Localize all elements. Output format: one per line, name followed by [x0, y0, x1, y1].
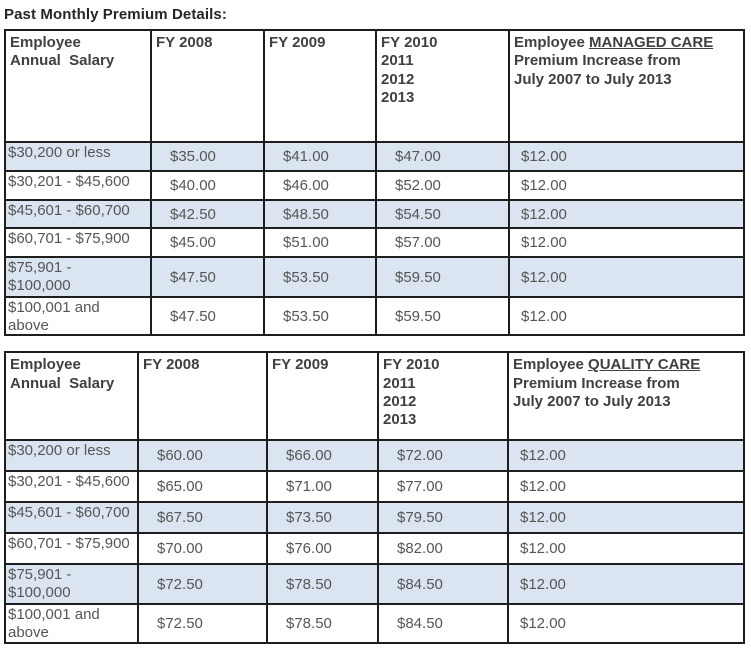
salary-column-header: Employee Annual Salary [4, 29, 152, 143]
fy2009-value-cell: $46.00 [263, 170, 377, 201]
fy2009-value-cell: $48.50 [263, 199, 377, 229]
table-row: $60,701 - $75,900 $45.00 $51.00 $57.00 $… [4, 227, 745, 258]
plan-prefix: Employee [513, 356, 589, 374]
fy2010-2013-value-cell: $79.50 [377, 501, 509, 535]
fy2010-2013-value-cell: $84.50 [377, 563, 509, 606]
fy2009-value-cell: $66.00 [266, 439, 379, 473]
salary-range-cell: $30,200 or less [4, 141, 152, 172]
fy2010-2013-value-cell: $52.00 [375, 170, 510, 201]
quality-care-increase-column-header: Employee QUALITY CARE Premium Increase f… [507, 351, 745, 442]
fy2008-value-cell: $35.00 [150, 141, 265, 172]
table-header-row: Employee Annual Salary FY 2008 FY 2009 F… [4, 29, 745, 143]
table-row: $45,601 - $60,700 $67.50 $73.50 $79.50 $… [4, 501, 745, 535]
increase-value-cell: $12.00 [507, 603, 745, 644]
table-row: $30,201 - $45,600 $40.00 $46.00 $52.00 $… [4, 170, 745, 201]
salary-range-cell: $60,701 - $75,900 [4, 532, 139, 566]
fy2010-2013-value-cell: $72.00 [377, 439, 509, 473]
fy2009-value-cell: $53.50 [263, 256, 377, 298]
fy2008-value-cell: $42.50 [150, 199, 265, 229]
table-row: $75,901 - $100,000 $47.50 $53.50 $59.50 … [4, 256, 745, 298]
fy2010-2013-value-cell: $77.00 [377, 470, 509, 504]
increase-value-cell: $12.00 [507, 501, 745, 535]
salary-range-cell: $100,001 and above [4, 603, 139, 644]
page-title: Past Monthly Premium Details: [4, 6, 227, 23]
table-row: $60,701 - $75,900 $70.00 $76.00 $82.00 $… [4, 532, 745, 566]
salary-range-cell: $45,601 - $60,700 [4, 199, 152, 229]
table-row: $100,001 and above $47.50 $53.50 $59.50 … [4, 295, 745, 337]
fy2009-value-cell: $76.00 [266, 532, 379, 566]
salary-range-cell: $100,001 and above [4, 295, 152, 337]
fy2008-column-header: FY 2008 [137, 351, 268, 442]
fy2010-2013-column-header: FY 2010 2011 2012 2013 [375, 29, 510, 143]
salary-range-cell: $30,201 - $45,600 [4, 470, 139, 504]
fy2008-value-cell: $45.00 [150, 227, 265, 258]
fy2010-2013-value-cell: $59.50 [375, 295, 510, 337]
table-row: $30,200 or less $35.00 $41.00 $47.00 $12… [4, 141, 745, 172]
increase-value-cell: $12.00 [508, 141, 745, 172]
increase-value-cell: $12.00 [508, 256, 745, 298]
increase-value-cell: $12.00 [507, 470, 745, 504]
increase-value-cell: $12.00 [507, 563, 745, 606]
fy2008-value-cell: $60.00 [137, 439, 268, 473]
managed-care-premium-table: Employee Annual Salary FY 2008 FY 2009 F… [4, 29, 745, 337]
fy2010-2013-value-cell: $84.50 [377, 603, 509, 644]
table-row: $100,001 and above $72.50 $78.50 $84.50 … [4, 603, 745, 644]
fy2008-value-cell: $47.50 [150, 256, 265, 298]
fy2009-value-cell: $73.50 [266, 501, 379, 535]
salary-range-cell: $75,901 - $100,000 [4, 256, 152, 298]
document-page: Past Monthly Premium Details: Employee A… [4, 6, 745, 644]
salary-range-cell: $30,200 or less [4, 439, 139, 473]
plan-name-underlined: MANAGED CARE [589, 34, 714, 51]
salary-range-cell: $30,201 - $45,600 [4, 170, 152, 201]
salary-range-cell: $75,901 - $100,000 [4, 563, 139, 606]
fy2010-2013-column-header: FY 2010 2011 2012 2013 [377, 351, 509, 442]
salary-range-cell: $45,601 - $60,700 [4, 501, 139, 535]
plan-name-underlined: QUALITY CARE [588, 356, 701, 374]
fy2008-column-header: FY 2008 [150, 29, 265, 143]
increase-value-cell: $12.00 [508, 170, 745, 201]
fy2008-value-cell: $40.00 [150, 170, 265, 201]
increase-value-cell: $12.00 [507, 532, 745, 566]
salary-column-header: Employee Annual Salary [4, 351, 139, 442]
fy2010-2013-value-cell: $57.00 [375, 227, 510, 258]
plan-description: Premium Increase from July 2007 to July … [513, 374, 680, 410]
fy2009-value-cell: $51.00 [263, 227, 377, 258]
table-row: $75,901 - $100,000 $72.50 $78.50 $84.50 … [4, 563, 745, 606]
table-header-row: Employee Annual Salary FY 2008 FY 2009 F… [4, 351, 745, 442]
fy2009-column-header: FY 2009 [263, 29, 377, 143]
quality-care-premium-table: Employee Annual Salary FY 2008 FY 2009 F… [4, 351, 745, 644]
fy2009-value-cell: $71.00 [266, 470, 379, 504]
fy2008-value-cell: $65.00 [137, 470, 268, 504]
salary-range-cell: $60,701 - $75,900 [4, 227, 152, 258]
managed-care-increase-column-header: Employee MANAGED CARE Premium Increase f… [508, 29, 745, 143]
increase-value-cell: $12.00 [508, 227, 745, 258]
increase-value-cell: $12.00 [508, 295, 745, 337]
fy2008-value-cell: $72.50 [137, 563, 268, 606]
fy2010-2013-value-cell: $47.00 [375, 141, 510, 172]
fy2009-value-cell: $78.50 [266, 563, 379, 606]
fy2009-column-header: FY 2009 [266, 351, 379, 442]
fy2008-value-cell: $67.50 [137, 501, 268, 535]
fy2009-value-cell: $53.50 [263, 295, 377, 337]
table-row: $45,601 - $60,700 $42.50 $48.50 $54.50 $… [4, 199, 745, 229]
fy2010-2013-value-cell: $59.50 [375, 256, 510, 298]
increase-value-cell: $12.00 [507, 439, 745, 473]
fy2008-value-cell: $72.50 [137, 603, 268, 644]
table-row: $30,200 or less $60.00 $66.00 $72.00 $12… [4, 439, 745, 473]
table-row: $30,201 - $45,600 $65.00 $71.00 $77.00 $… [4, 470, 745, 504]
fy2008-value-cell: $47.50 [150, 295, 265, 337]
fy2010-2013-value-cell: $54.50 [375, 199, 510, 229]
fy2008-value-cell: $70.00 [137, 532, 268, 566]
plan-prefix: Employee [514, 34, 590, 51]
increase-value-cell: $12.00 [508, 199, 745, 229]
fy2009-value-cell: $78.50 [266, 603, 379, 644]
fy2010-2013-value-cell: $82.00 [377, 532, 509, 566]
fy2009-value-cell: $41.00 [263, 141, 377, 172]
plan-description: Premium Increase from July 2007 to July … [514, 52, 681, 88]
